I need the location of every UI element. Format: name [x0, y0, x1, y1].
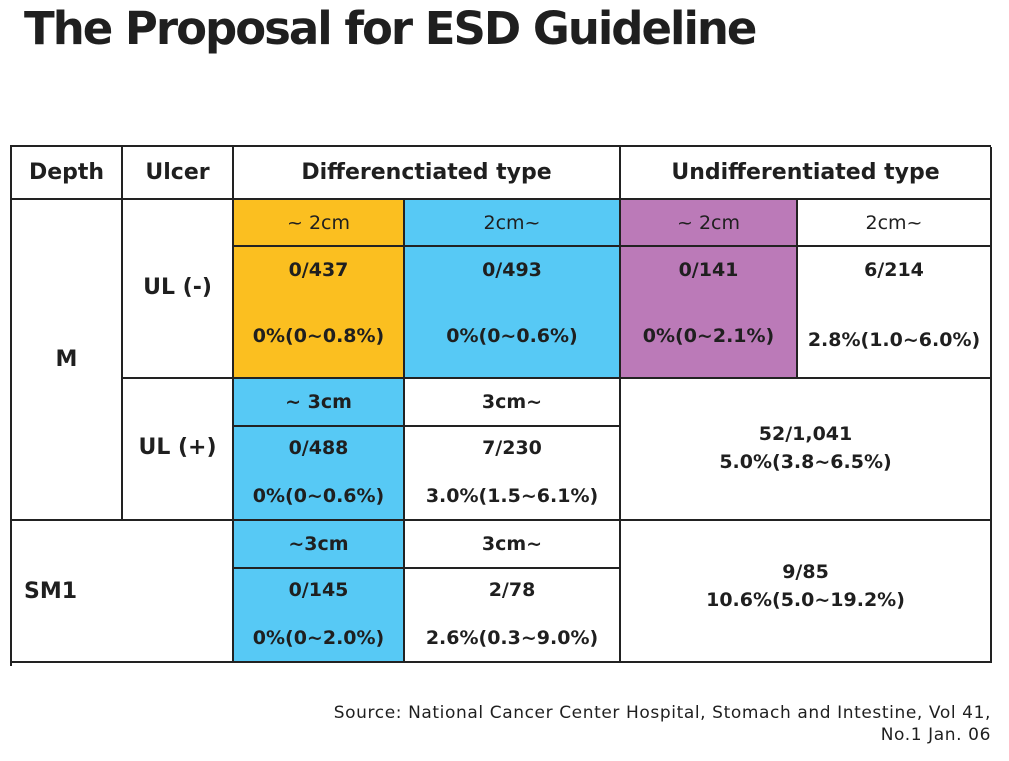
ratio: 6/214 — [864, 259, 924, 281]
data-cell: 6/214 2.8%(1.0~6.0%) — [798, 247, 992, 379]
data-cell: 0/145 0%(0~2.0%) — [234, 569, 405, 663]
header-ulcer: Ulcer — [123, 147, 234, 200]
page-title: The Proposal for ESD Guideline — [24, 2, 757, 55]
size-cell: ~ 3cm — [234, 379, 405, 427]
ulcer-ul-plus: UL (+) — [123, 379, 234, 521]
source-line-1: Source: National Cancer Center Hospital,… — [333, 703, 991, 723]
source-line-2: No.1 Jan. 06 — [880, 725, 991, 745]
percentage: 0%(0~0.8%) — [252, 325, 385, 347]
size-cell: 3cm~ — [405, 521, 621, 569]
ratio: 9/85 — [782, 561, 829, 583]
data-cell: 2/78 2.6%(0.3~9.0%) — [405, 569, 621, 663]
data-cell: 0/437 0%(0~0.8%) — [234, 247, 405, 379]
percentage: 2.6%(0.3~9.0%) — [425, 627, 599, 649]
depth-m: M — [12, 200, 123, 521]
esd-guideline-table: Depth Ulcer Differenctiated type Undiffe… — [10, 145, 992, 666]
size-cell: 2cm~ — [405, 200, 621, 247]
header-undifferentiated: Undifferentiated type — [621, 147, 992, 200]
ratio: 0/437 — [288, 259, 349, 281]
size-cell: ~ 2cm — [621, 200, 798, 247]
percentage: 5.0%(3.8~6.5%) — [719, 451, 892, 473]
ratio: 0/488 — [288, 437, 349, 459]
ratio: 7/230 — [482, 437, 542, 459]
ratio: 0/145 — [288, 579, 349, 601]
undiff-ul-plus-cell: 52/1,041 5.0%(3.8~6.5%) — [621, 379, 992, 521]
depth-sm1: SM1 — [12, 521, 234, 663]
undiff-sm1-cell: 9/85 10.6%(5.0~19.2%) — [621, 521, 992, 663]
percentage: 0%(0~2.1%) — [642, 325, 775, 347]
percentage: 0%(0~0.6%) — [252, 485, 385, 507]
percentage: 2.8%(1.0~6.0%) — [807, 329, 981, 351]
size-cell: ~ 2cm — [234, 200, 405, 247]
percentage: 10.6%(5.0~19.2%) — [706, 589, 905, 611]
source-citation: Source: National Cancer Center Hospital,… — [334, 702, 991, 746]
percentage: 3.0%(1.5~6.1%) — [425, 485, 599, 507]
percentage: 0%(0~0.6%) — [446, 325, 578, 347]
ratio: 2/78 — [488, 579, 536, 601]
header-depth: Depth — [12, 147, 123, 200]
data-cell: 7/230 3.0%(1.5~6.1%) — [405, 427, 621, 521]
data-cell: 0/141 0%(0~2.1%) — [621, 247, 798, 379]
depth-sm1-label: SM1 — [24, 579, 78, 604]
percentage: 0%(0~2.0%) — [252, 627, 385, 649]
ratio: 0/493 — [482, 259, 542, 281]
header-differentiated: Differenctiated type — [234, 147, 621, 200]
size-cell: 3cm~ — [405, 379, 621, 427]
data-cell: 0/493 0%(0~0.6%) — [405, 247, 621, 379]
data-cell: 0/488 0%(0~0.6%) — [234, 427, 405, 521]
size-cell: 2cm~ — [798, 200, 992, 247]
size-cell: ~3cm — [234, 521, 405, 569]
ratio: 0/141 — [678, 259, 739, 281]
ulcer-ul-minus: UL (-) — [123, 200, 234, 379]
ratio: 52/1,041 — [758, 423, 853, 445]
